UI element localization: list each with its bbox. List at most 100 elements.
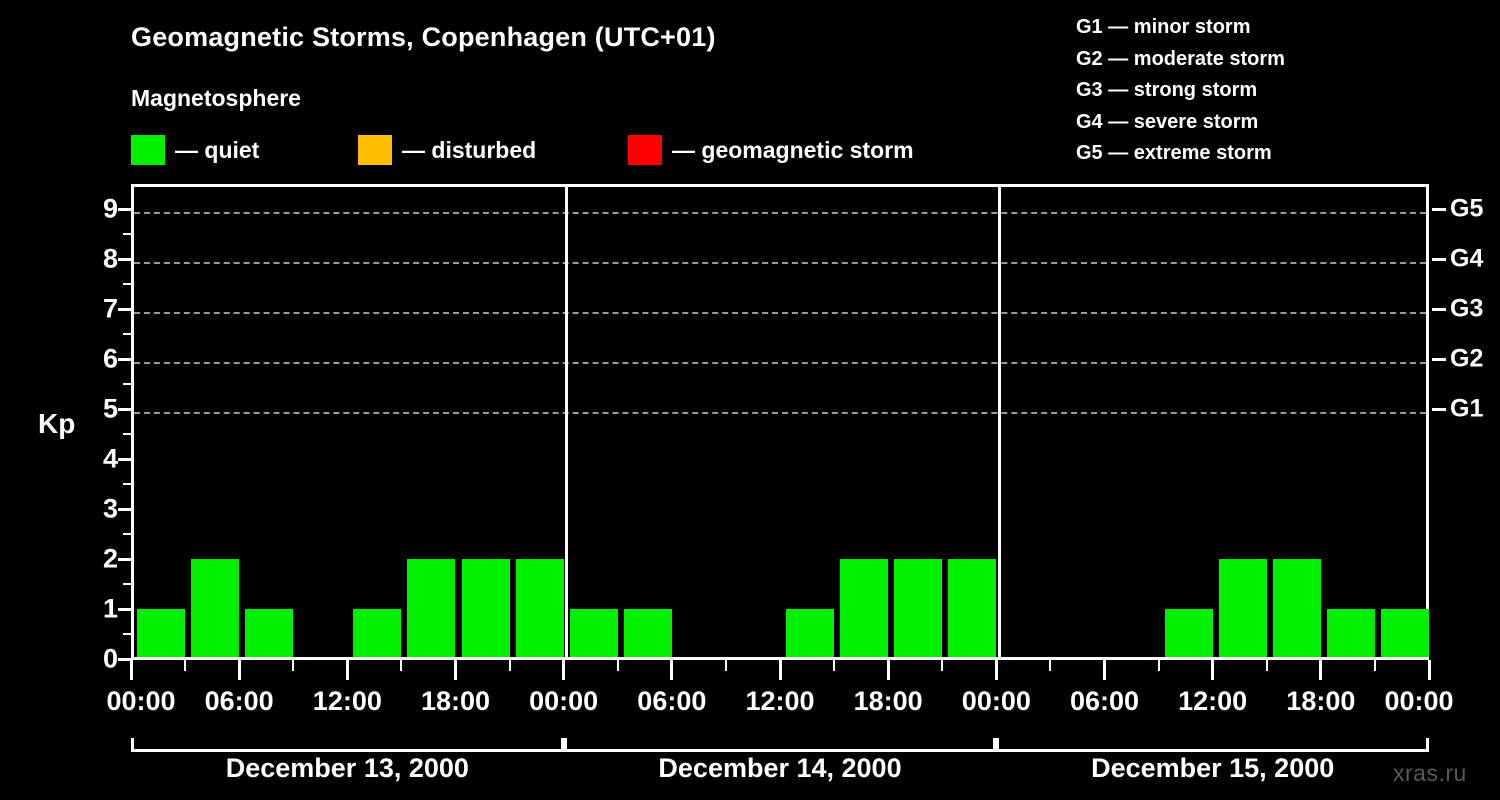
x-tick-minor xyxy=(292,660,295,671)
bar xyxy=(840,559,889,659)
y-tick-0 xyxy=(118,658,132,661)
x-tick-minor xyxy=(1373,660,1376,671)
bar xyxy=(1380,609,1429,659)
right-tick-label-G1: G1 xyxy=(1450,394,1484,423)
g-scale-legend: G1 — minor storm G2 — moderate storm G3 — … xyxy=(1076,12,1285,170)
legend-label-geomagnetic-storm: — geomagnetic storm xyxy=(672,136,914,163)
day-bracket xyxy=(996,738,1429,752)
x-tick-minor xyxy=(941,660,944,671)
x-tick-major xyxy=(670,660,674,680)
right-tick-G5 xyxy=(1432,208,1446,211)
day-label: December 14, 2000 xyxy=(658,753,902,783)
legend-swatch-geomagnetic-storm xyxy=(628,135,662,165)
legend-item-disturbed: — disturbed xyxy=(358,134,536,166)
right-tick-label-G3: G3 xyxy=(1450,294,1484,323)
day-brackets xyxy=(131,738,1429,754)
y-tick-minor xyxy=(123,333,132,335)
x-tick-minor xyxy=(1157,660,1160,671)
right-tick-G1 xyxy=(1432,408,1446,411)
y-tick-4 xyxy=(118,458,132,461)
gridline-kp-7 xyxy=(134,312,1426,314)
y-tick-minor xyxy=(123,583,132,585)
y-tick-label-3: 3 xyxy=(102,493,118,524)
legend-swatch-disturbed xyxy=(358,135,392,165)
x-tick-major xyxy=(1319,660,1323,680)
x-tick-label: 00:00 xyxy=(106,686,176,716)
y-tick-label-2: 2 xyxy=(102,543,118,574)
legend-label-disturbed: — disturbed xyxy=(402,136,537,163)
magnetosphere-label: Magnetosphere xyxy=(131,85,301,111)
bar xyxy=(353,609,402,659)
legend-swatch-quiet xyxy=(131,135,165,165)
x-tick-label: 12:00 xyxy=(312,686,382,716)
y-tick-6 xyxy=(118,358,132,361)
y-tick-label-8: 8 xyxy=(102,243,118,274)
right-axis: G1 G2 G3 G4 G5 xyxy=(1432,184,1492,659)
x-tick-label: 18:00 xyxy=(1286,686,1356,716)
gridline-kp-8 xyxy=(134,262,1426,264)
bar xyxy=(786,609,835,659)
x-tick-label: 18:00 xyxy=(853,686,923,716)
gridline-kp-9 xyxy=(134,212,1426,214)
y-tick-minor xyxy=(123,483,132,485)
bar xyxy=(1272,559,1321,659)
legend-item-quiet: — quiet xyxy=(131,134,259,166)
x-tick-major xyxy=(345,660,349,680)
x-tick-label: 06:00 xyxy=(204,686,274,716)
gridline-kp-5 xyxy=(134,412,1426,414)
x-tick-minor xyxy=(724,660,727,671)
x-tick-major xyxy=(994,660,998,680)
bar xyxy=(1164,609,1213,659)
gridline-kp-6 xyxy=(134,362,1426,364)
x-tick-label: 12:00 xyxy=(745,686,815,716)
right-tick-G2 xyxy=(1432,358,1446,361)
x-tick-minor xyxy=(616,660,619,671)
x-tick-minor xyxy=(1265,660,1268,671)
right-tick-label-G4: G4 xyxy=(1450,244,1484,273)
y-tick-label-7: 7 xyxy=(102,293,118,324)
x-tick-label: 18:00 xyxy=(420,686,491,716)
bar xyxy=(191,559,240,659)
right-tick-label-G2: G2 xyxy=(1450,344,1484,373)
right-tick-G3 xyxy=(1432,308,1446,311)
g-scale-line-1: G1 — minor storm xyxy=(1076,16,1251,38)
g-scale-line-3: G3 — strong storm xyxy=(1076,79,1258,101)
y-tick-minor xyxy=(123,633,132,635)
watermark: xras.ru xyxy=(1393,760,1467,786)
x-tick-minor xyxy=(508,660,511,671)
bar xyxy=(623,609,672,659)
y-tick-2 xyxy=(118,558,132,561)
y-tick-label-6: 6 xyxy=(102,343,118,374)
g-scale-line-5: G5 — extreme storm xyxy=(1076,142,1272,164)
y-tick-3 xyxy=(118,508,132,511)
x-tick-minor xyxy=(833,660,836,671)
x-tick-major xyxy=(1103,660,1106,680)
y-tick-1 xyxy=(118,608,132,611)
bar xyxy=(515,559,564,659)
x-axis-ticks xyxy=(129,660,1431,682)
x-tick-major xyxy=(1427,660,1431,680)
bar xyxy=(1326,609,1375,659)
y-tick-minor xyxy=(123,433,132,435)
x-tick-major xyxy=(886,660,890,680)
y-tick-minor xyxy=(123,533,132,535)
x-tick-label: 12:00 xyxy=(1178,686,1248,716)
x-tick-label: 06:00 xyxy=(637,686,707,716)
y-tick-label-5: 5 xyxy=(102,393,118,424)
x-tick-label: 06:00 xyxy=(1069,686,1140,716)
y-tick-8 xyxy=(118,258,132,261)
y-tick-minor xyxy=(123,383,132,385)
g-scale-line-4: G4 — severe storm xyxy=(1076,110,1259,133)
y-tick-label-1: 1 xyxy=(102,593,118,624)
day-label: December 15, 2000 xyxy=(1091,753,1335,783)
x-axis-labels: 00:00 06:00 12:00 18:00 00:00 06:00 12:00 18:00… xyxy=(0,686,1500,722)
x-tick-major xyxy=(778,660,782,680)
y-tick-7 xyxy=(118,308,132,311)
x-tick-major xyxy=(454,660,457,680)
bar xyxy=(948,559,997,659)
day-separator xyxy=(565,187,569,659)
x-tick-label: 00:00 xyxy=(961,686,1031,716)
plot-inner xyxy=(134,187,1429,659)
x-tick-minor xyxy=(1049,660,1052,671)
